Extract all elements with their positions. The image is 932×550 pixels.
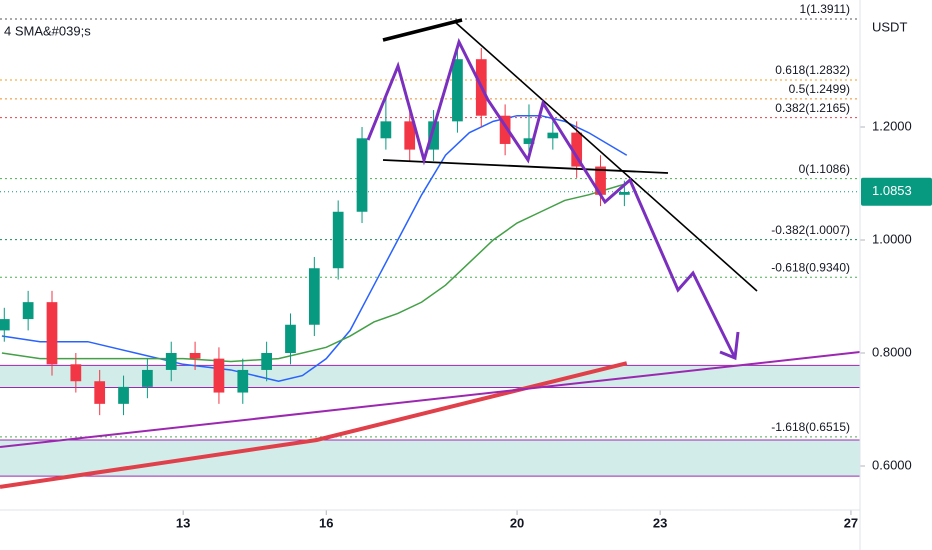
candle-body xyxy=(22,302,34,320)
x-tick-label: 20 xyxy=(510,515,524,530)
neckline xyxy=(382,159,669,174)
candle-body xyxy=(356,138,368,212)
candle-body xyxy=(380,121,392,139)
currency-label: USDT xyxy=(872,19,907,34)
x-tick-label: 16 xyxy=(319,515,333,530)
candle-body xyxy=(94,381,106,404)
candle-body xyxy=(571,132,583,167)
fib-label: 0.5(1.2499) xyxy=(789,82,850,96)
candle-body xyxy=(404,121,416,150)
support-line xyxy=(0,351,861,448)
zone xyxy=(0,440,860,477)
fib-label: 1(1.3911) xyxy=(800,2,850,16)
y-tick-label: 0.8000 xyxy=(872,344,912,359)
y-tick-label: 1.0000 xyxy=(872,231,912,246)
candle-body xyxy=(595,166,606,195)
candle-body xyxy=(237,369,249,393)
candle-body xyxy=(619,191,630,195)
fib-label: -0.382(1.0007) xyxy=(771,223,850,237)
moving-average xyxy=(1,114,628,383)
candle-body xyxy=(165,352,177,370)
fib-label: 0.382(1.2165) xyxy=(775,101,850,115)
candle-body xyxy=(118,386,129,404)
candle-body xyxy=(499,115,511,144)
x-tick-label: 27 xyxy=(844,515,858,530)
last-price-label: 1.0853 xyxy=(872,183,912,198)
y-tick-label: 1.2000 xyxy=(872,118,912,133)
candle-body xyxy=(261,352,272,370)
candle-body xyxy=(452,59,463,122)
x-tick-label: 13 xyxy=(176,515,190,530)
projection-path xyxy=(366,37,737,359)
indicator-label: 4 SMA&#039;s xyxy=(4,23,91,38)
y-tick-label: 0.6000 xyxy=(872,457,912,472)
x-tick-label: 23 xyxy=(653,515,667,530)
candle-body xyxy=(46,302,58,365)
candle-body xyxy=(70,364,82,382)
fib-label: 0(1.1086) xyxy=(799,162,850,176)
candle-body xyxy=(142,369,153,387)
moving-average xyxy=(1,182,627,363)
candle-body xyxy=(428,121,439,150)
zone xyxy=(0,365,860,388)
fib-label: -0.618(0.9340) xyxy=(771,260,850,274)
candle-body xyxy=(213,358,225,393)
arrow-head xyxy=(719,331,740,361)
candle-body xyxy=(523,138,535,144)
candle-body xyxy=(308,268,320,325)
candle-body xyxy=(285,324,296,353)
candle-body xyxy=(547,132,559,139)
candle-body xyxy=(332,211,344,269)
trend-line xyxy=(382,18,463,42)
candle-body xyxy=(189,352,201,359)
last-price-tag xyxy=(861,177,932,206)
fib-label: -1.618(0.6515) xyxy=(771,420,850,434)
trend-line xyxy=(454,21,758,292)
fib-label: 0.618(1.2832) xyxy=(775,63,850,77)
candle-body xyxy=(0,319,10,331)
